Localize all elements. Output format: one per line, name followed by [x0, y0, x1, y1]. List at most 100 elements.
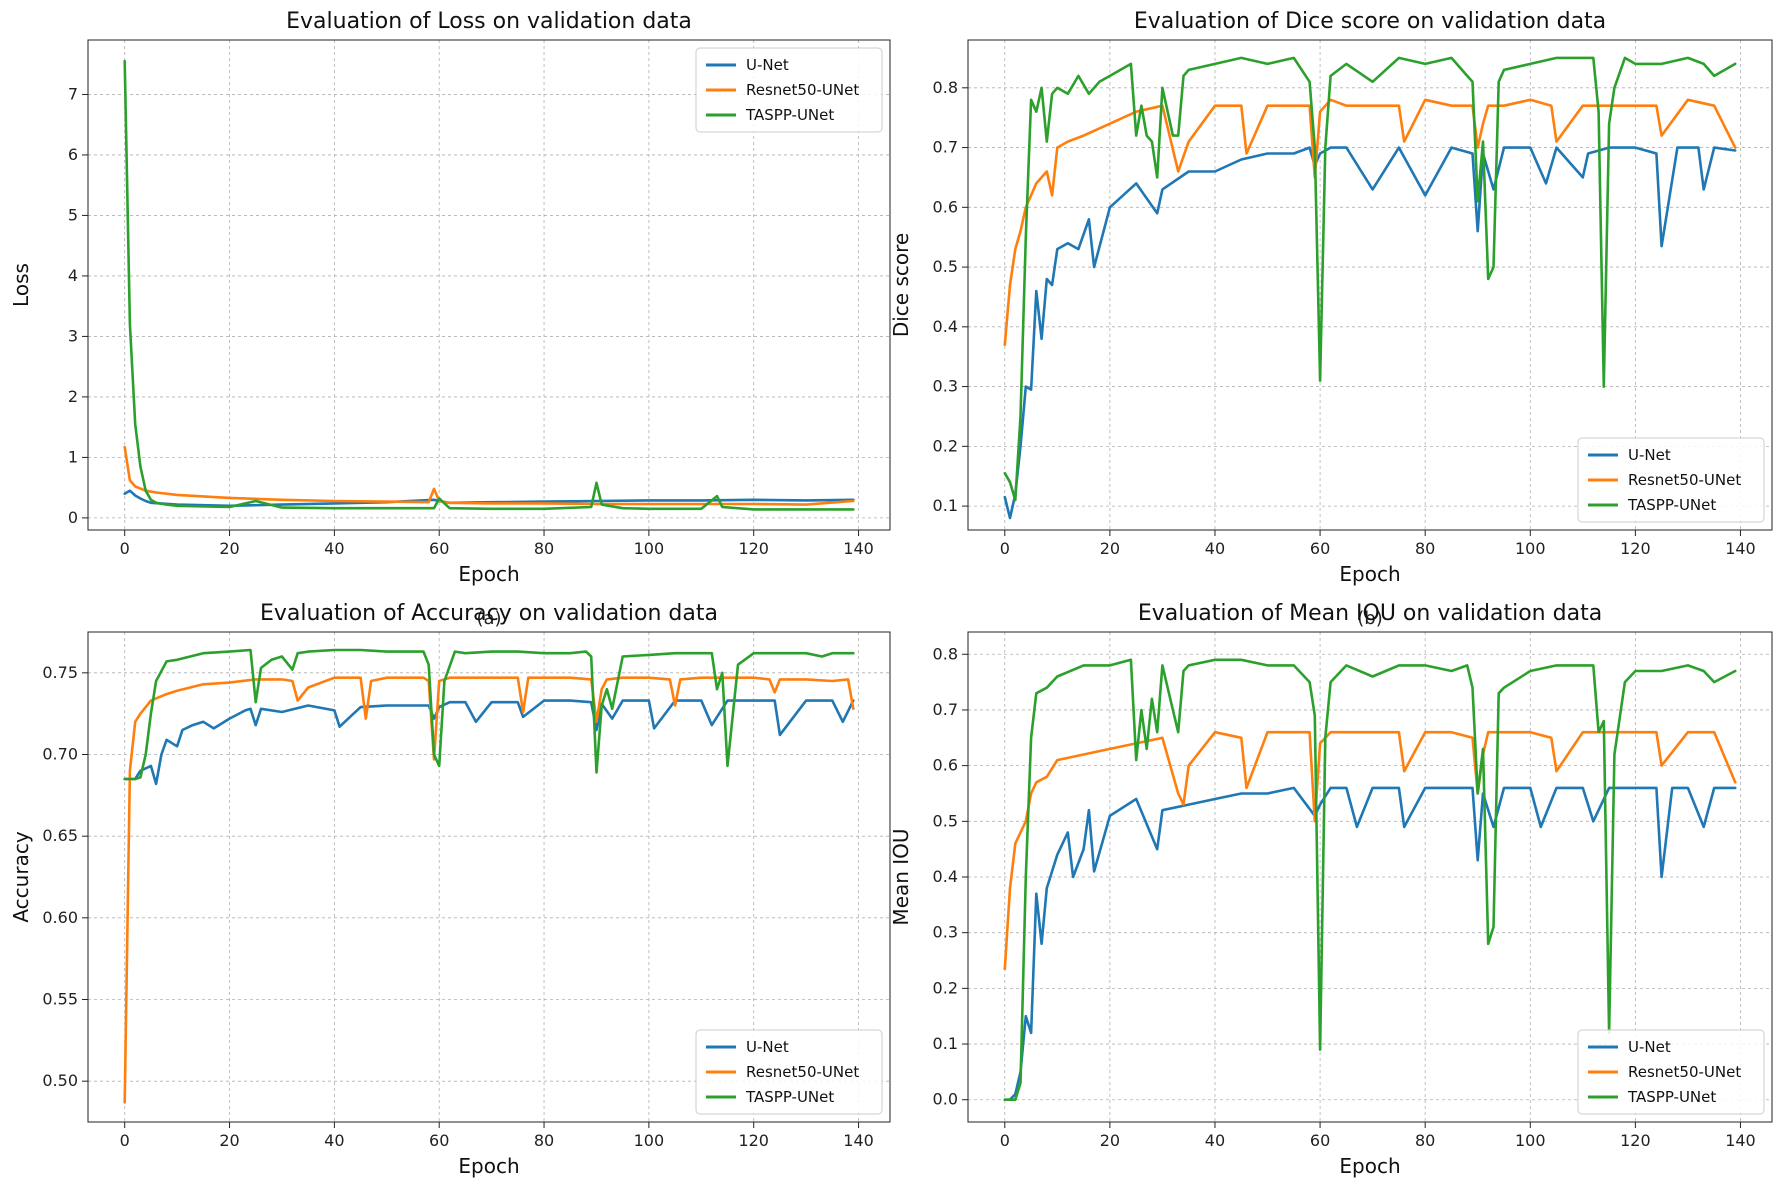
series-line-taspp-unet: [1003, 658, 1737, 1102]
y-tick-label: 0.7: [933, 138, 958, 157]
legend-label: Resnet50-UNet: [1628, 1063, 1741, 1081]
legend-label: TASPP-UNet: [1627, 496, 1716, 514]
y-tick-label: 0.70: [42, 745, 78, 764]
y-tick-label: 0.1: [933, 1034, 958, 1053]
y-tick-label: 0.7: [933, 700, 958, 719]
x-tick-label: 120: [1620, 1131, 1651, 1150]
y-axis-label: Accuracy: [9, 831, 33, 922]
y-tick-label: 0.65: [42, 826, 78, 845]
legend-label: U-Net: [746, 1038, 789, 1056]
series-line-u-net: [123, 699, 855, 786]
legend-box: [1577, 437, 1765, 523]
legend: U-Net Resnet50-UNet TASPP-UNet: [695, 47, 883, 133]
x-tick-label: 80: [534, 1131, 554, 1150]
x-axis-label: Epoch: [1339, 562, 1400, 586]
y-tick-label: 0.2: [933, 436, 958, 455]
series-line-taspp-unet: [123, 59, 855, 511]
y-tick-label: 4: [68, 266, 78, 285]
legend: U-Net Resnet50-UNet TASPP-UNet: [695, 1029, 883, 1115]
x-tick-label: 80: [1415, 1131, 1435, 1150]
x-tick-label: 60: [1310, 539, 1330, 558]
series-line-resnet50-unet: [123, 445, 855, 506]
x-tick-label: 20: [1100, 539, 1120, 558]
x-axis-label: Epoch: [1339, 1154, 1400, 1178]
legend-label: U-Net: [1628, 446, 1671, 464]
x-tick-label: 0: [1000, 539, 1010, 558]
y-tick-label: 6: [68, 145, 78, 164]
x-tick-label: 100: [634, 539, 665, 558]
chart-title: Evaluation of Dice score on validation d…: [1134, 9, 1606, 34]
x-tick-label: 20: [219, 539, 239, 558]
legend-label: TASPP-UNet: [745, 1088, 834, 1106]
x-tick-label: 140: [1725, 1131, 1756, 1150]
x-tick-label: 60: [429, 539, 449, 558]
y-tick-label: 0.4: [933, 867, 958, 886]
y-tick-label: 0.3: [933, 923, 958, 942]
x-tick-label: 40: [1205, 1131, 1225, 1150]
x-tick-label: 20: [1100, 1131, 1120, 1150]
legend-label: Resnet50-UNet: [746, 81, 859, 99]
y-tick-label: 0.75: [42, 663, 78, 682]
x-tick-label: 80: [1415, 539, 1435, 558]
y-axis-label: Loss: [9, 263, 33, 307]
x-tick-label: 100: [1515, 539, 1546, 558]
chart-title: Evaluation of Accuracy on validation dat…: [260, 601, 718, 626]
series-group: [1003, 658, 1737, 1102]
series-group: [123, 59, 855, 511]
panel-caption: (a): [476, 608, 501, 629]
y-tick-label: 0.3: [933, 377, 958, 396]
series-line-taspp-unet: [1003, 56, 1737, 502]
y-tick-label: 1: [68, 447, 78, 466]
legend-box: [695, 47, 883, 133]
x-tick-label: 20: [219, 1131, 239, 1150]
y-tick-label: 2: [68, 387, 78, 406]
x-tick-label: 60: [429, 1131, 449, 1150]
x-tick-label: 40: [324, 1131, 344, 1150]
x-tick-label: 0: [120, 539, 130, 558]
x-tick-label: 60: [1310, 1131, 1330, 1150]
chart-title: Evaluation of Mean IOU on validation dat…: [1138, 601, 1602, 626]
y-tick-label: 3: [68, 326, 78, 345]
chart-c: Evaluation of Accuracy on validation dat…: [9, 601, 891, 1178]
legend-label: TASPP-UNet: [745, 106, 834, 124]
x-axis-label: Epoch: [458, 1154, 519, 1178]
plot-frame: [967, 39, 1773, 531]
legend-box: [695, 1029, 883, 1115]
y-tick-label: 0.1: [933, 496, 958, 515]
legend: U-Net Resnet50-UNet TASPP-UNet: [1577, 437, 1765, 523]
x-tick-label: 40: [1205, 539, 1225, 558]
y-tick-label: 0.6: [933, 197, 958, 216]
series-group: [123, 648, 855, 1104]
legend-label: Resnet50-UNet: [1628, 471, 1741, 489]
y-axis-label: Dice score: [889, 233, 913, 337]
x-tick-label: 0: [1000, 1131, 1010, 1150]
y-tick-label: 0.8: [933, 78, 958, 97]
chart-title: Evaluation of Loss on validation data: [286, 9, 692, 34]
legend-label: Resnet50-UNet: [746, 1063, 859, 1081]
x-tick-label: 140: [843, 539, 874, 558]
plot-frame: [87, 39, 891, 531]
legend: U-Net Resnet50-UNet TASPP-UNet: [1577, 1029, 1765, 1115]
y-tick-label: 0.2: [933, 978, 958, 997]
x-axis-label: Epoch: [458, 562, 519, 586]
y-tick-label: 7: [68, 84, 78, 103]
series-line-u-net: [1003, 786, 1737, 1102]
x-tick-label: 140: [1725, 539, 1756, 558]
panel-caption: (b): [1357, 608, 1382, 629]
chart-d: Evaluation of Mean IOU on validation dat…: [889, 601, 1773, 1178]
x-tick-label: 100: [634, 1131, 665, 1150]
x-tick-label: 80: [534, 539, 554, 558]
y-tick-label: 5: [68, 205, 78, 224]
y-tick-label: 0: [68, 508, 78, 527]
y-tick-label: 0.4: [933, 317, 958, 336]
y-tick-label: 0.0: [933, 1090, 958, 1109]
x-tick-label: 40: [324, 539, 344, 558]
legend-label: U-Net: [746, 56, 789, 74]
chart-b: Evaluation of Dice score on validation d…: [889, 9, 1773, 629]
series-line-resnet50-unet: [1003, 730, 1737, 971]
legend-box: [1577, 1029, 1765, 1115]
series-line-resnet50-unet: [123, 676, 855, 1104]
x-tick-label: 140: [843, 1131, 874, 1150]
